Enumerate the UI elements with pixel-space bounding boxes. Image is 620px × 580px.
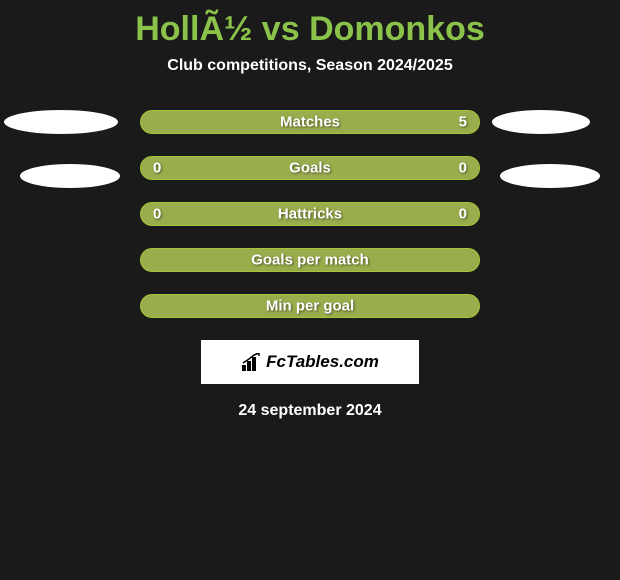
chart-area: Matches 5 0 Goals 0 0 Hattricks 0 Goals … bbox=[0, 110, 620, 318]
stat-row-gpm: Goals per match bbox=[140, 248, 480, 272]
stat-row-mpg: Min per goal bbox=[140, 294, 480, 318]
player-right-ellipse-1 bbox=[492, 110, 590, 134]
page-title: HollÃ½ vs Domonkos bbox=[0, 0, 620, 57]
stat-label: Matches bbox=[280, 114, 340, 131]
stat-right-value: 0 bbox=[459, 206, 467, 223]
page-subtitle: Club competitions, Season 2024/2025 bbox=[0, 57, 620, 110]
stat-label: Goals per match bbox=[251, 252, 369, 269]
stat-right-value: 5 bbox=[459, 114, 467, 131]
player-left-ellipse-1 bbox=[4, 110, 118, 134]
stat-left-value: 0 bbox=[153, 160, 161, 177]
stat-label: Hattricks bbox=[278, 206, 342, 223]
stat-label: Min per goal bbox=[266, 298, 354, 315]
footer-date: 24 september 2024 bbox=[0, 402, 620, 420]
bar-chart-icon bbox=[241, 353, 263, 371]
player-right-ellipse-2 bbox=[500, 164, 600, 188]
stat-row-goals: 0 Goals 0 bbox=[140, 156, 480, 180]
player-left-ellipse-2 bbox=[20, 164, 120, 188]
brand-logo: FcTables.com bbox=[241, 352, 379, 372]
stat-row-matches: Matches 5 bbox=[140, 110, 480, 134]
stat-right-value: 0 bbox=[459, 160, 467, 177]
brand-text: FcTables.com bbox=[266, 352, 379, 372]
stat-label: Goals bbox=[289, 160, 331, 177]
footer-logo-box: FcTables.com bbox=[201, 340, 419, 384]
stat-row-hattricks: 0 Hattricks 0 bbox=[140, 202, 480, 226]
stat-left-value: 0 bbox=[153, 206, 161, 223]
